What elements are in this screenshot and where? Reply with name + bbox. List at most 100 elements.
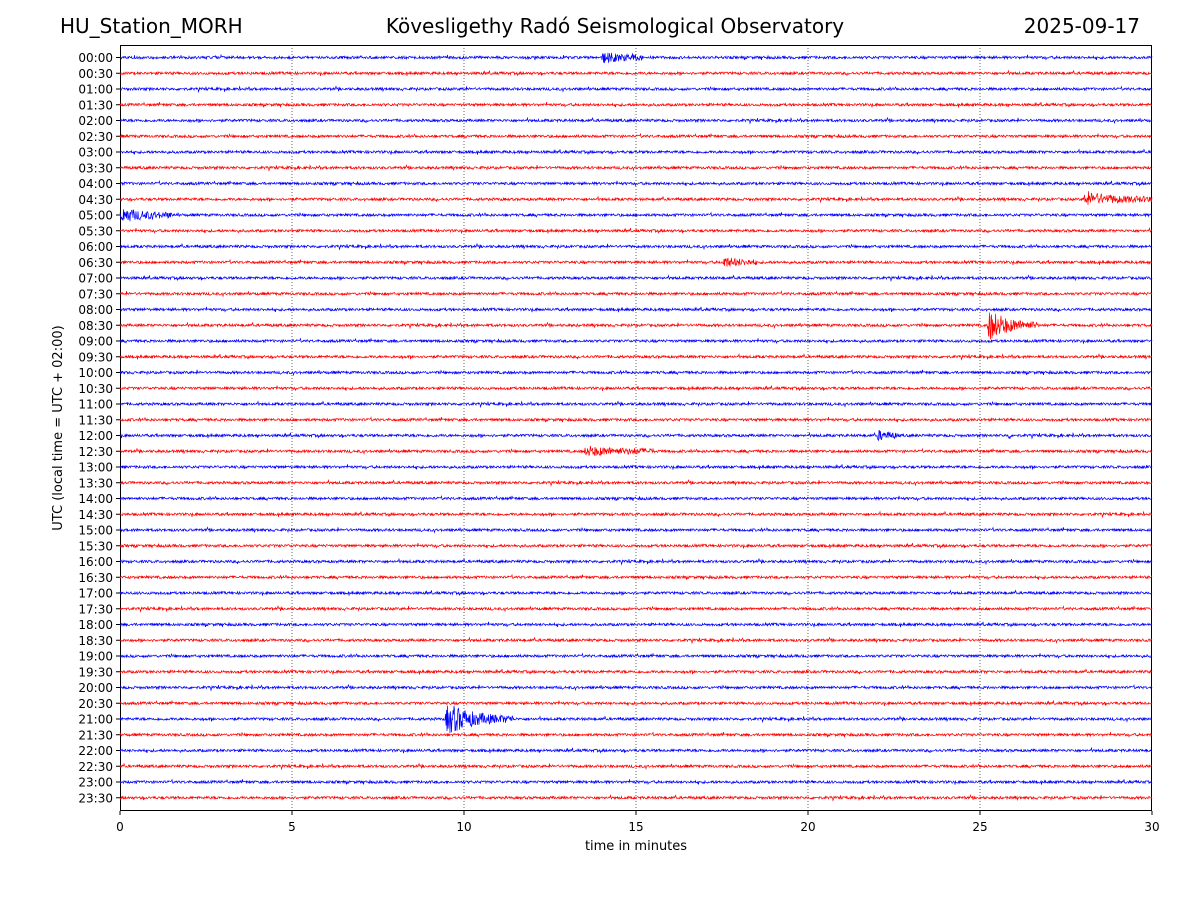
x-axis-ticks: 0 5 10 15 20 25 30 bbox=[116, 811, 1160, 834]
trace-1830 bbox=[119, 636, 1153, 645]
row-label: 04:30 bbox=[78, 193, 113, 207]
row-label: 08:30 bbox=[78, 319, 113, 333]
trace-0400 bbox=[119, 180, 1153, 187]
row-label: 07:30 bbox=[78, 287, 113, 301]
plot-frame bbox=[120, 45, 1152, 811]
trace-1330 bbox=[119, 479, 1153, 487]
trace-1530 bbox=[119, 542, 1153, 549]
row-label: 05:30 bbox=[78, 224, 113, 238]
trace-1600 bbox=[119, 557, 1153, 566]
row-label: 09:30 bbox=[78, 350, 113, 364]
row-label: 23:00 bbox=[78, 776, 113, 790]
trace-2300 bbox=[119, 778, 1153, 786]
x-tick-label: 10 bbox=[456, 820, 471, 834]
trace-2100 bbox=[119, 705, 1153, 734]
row-label: 04:00 bbox=[78, 177, 113, 191]
row-label: 10:30 bbox=[78, 382, 113, 396]
row-label: 20:30 bbox=[78, 697, 113, 711]
row-label: 19:30 bbox=[78, 665, 113, 679]
trace-1130 bbox=[119, 416, 1153, 423]
row-label: 17:30 bbox=[78, 602, 113, 616]
row-label: 13:00 bbox=[78, 461, 113, 475]
row-label: 14:30 bbox=[78, 508, 113, 522]
trace-1730 bbox=[119, 605, 1153, 613]
trace-0200 bbox=[119, 116, 1153, 125]
x-tick-label: 0 bbox=[116, 820, 124, 834]
trace-1800 bbox=[119, 621, 1153, 628]
trace-2000 bbox=[119, 683, 1153, 692]
row-label: 12:30 bbox=[78, 445, 113, 459]
row-label: 06:00 bbox=[78, 240, 113, 254]
x-tick-label: 15 bbox=[628, 820, 643, 834]
trace-0830 bbox=[119, 312, 1153, 340]
row-label: 00:30 bbox=[78, 67, 113, 81]
trace-1400 bbox=[119, 495, 1153, 502]
trace-0030 bbox=[119, 69, 1153, 77]
trace-0330 bbox=[119, 164, 1153, 172]
row-label: 02:00 bbox=[78, 114, 113, 128]
trace-0130 bbox=[119, 101, 1153, 108]
x-tick-label: 5 bbox=[288, 820, 296, 834]
row-label: 01:00 bbox=[78, 83, 113, 97]
trace-1930 bbox=[119, 668, 1153, 675]
trace-1700 bbox=[119, 589, 1153, 596]
trace-1900 bbox=[119, 652, 1153, 660]
observatory-title: Kövesligethy Radó Seismological Observat… bbox=[385, 14, 845, 38]
row-label: 02:30 bbox=[78, 130, 113, 144]
trace-2130 bbox=[119, 731, 1153, 738]
trace-0530 bbox=[119, 227, 1153, 234]
row-label: 05:00 bbox=[78, 209, 113, 223]
row-label: 00:00 bbox=[78, 51, 113, 65]
trace-1000 bbox=[119, 369, 1153, 377]
trace-0300 bbox=[119, 148, 1153, 155]
trace-0500 bbox=[119, 209, 1153, 222]
row-label: 18:00 bbox=[78, 618, 113, 632]
trace-0930 bbox=[119, 353, 1153, 361]
trace-2030 bbox=[119, 700, 1153, 707]
row-label: 12:00 bbox=[78, 429, 113, 443]
trace-0000 bbox=[119, 52, 1153, 64]
trace-1230 bbox=[119, 445, 1153, 457]
trace-1030 bbox=[119, 385, 1153, 392]
row-label: 17:00 bbox=[78, 587, 113, 601]
x-axis-label: time in minutes bbox=[585, 839, 687, 854]
row-label: 23:30 bbox=[78, 791, 113, 805]
row-label: 10:00 bbox=[78, 366, 113, 380]
row-label: 15:00 bbox=[78, 524, 113, 538]
trace-1100 bbox=[119, 400, 1153, 409]
row-label: 11:30 bbox=[78, 413, 113, 427]
trace-1200 bbox=[119, 429, 1153, 442]
row-label: 08:00 bbox=[78, 303, 113, 317]
trace-group bbox=[119, 52, 1153, 802]
row-label: 16:30 bbox=[78, 571, 113, 585]
trace-1500 bbox=[119, 526, 1153, 534]
x-tick-label: 20 bbox=[800, 820, 815, 834]
trace-0730 bbox=[119, 290, 1153, 298]
x-tick-label: 30 bbox=[1144, 820, 1159, 834]
row-label: 21:30 bbox=[78, 728, 113, 742]
trace-0600 bbox=[119, 242, 1153, 251]
plot-date: 2025-09-17 bbox=[1023, 14, 1140, 38]
trace-0900 bbox=[119, 337, 1153, 345]
trace-0100 bbox=[119, 85, 1153, 94]
trace-0630 bbox=[119, 257, 1153, 267]
row-label: 01:30 bbox=[78, 98, 113, 112]
row-label: 03:00 bbox=[78, 146, 113, 160]
station-name: HU_Station_MORH bbox=[60, 14, 243, 38]
row-label: 13:30 bbox=[78, 476, 113, 490]
row-label: 06:30 bbox=[78, 256, 113, 270]
trace-2330 bbox=[119, 794, 1153, 802]
row-label: 20:00 bbox=[78, 681, 113, 695]
trace-0230 bbox=[119, 132, 1153, 140]
row-label: 07:00 bbox=[78, 272, 113, 286]
trace-0430 bbox=[119, 191, 1153, 205]
row-label: 09:00 bbox=[78, 335, 113, 349]
row-label: 22:30 bbox=[78, 760, 113, 774]
trace-0700 bbox=[119, 274, 1153, 283]
row-label: 18:30 bbox=[78, 634, 113, 648]
row-label: 19:00 bbox=[78, 650, 113, 664]
x-tick-label: 25 bbox=[972, 820, 987, 834]
trace-2230 bbox=[119, 762, 1153, 771]
